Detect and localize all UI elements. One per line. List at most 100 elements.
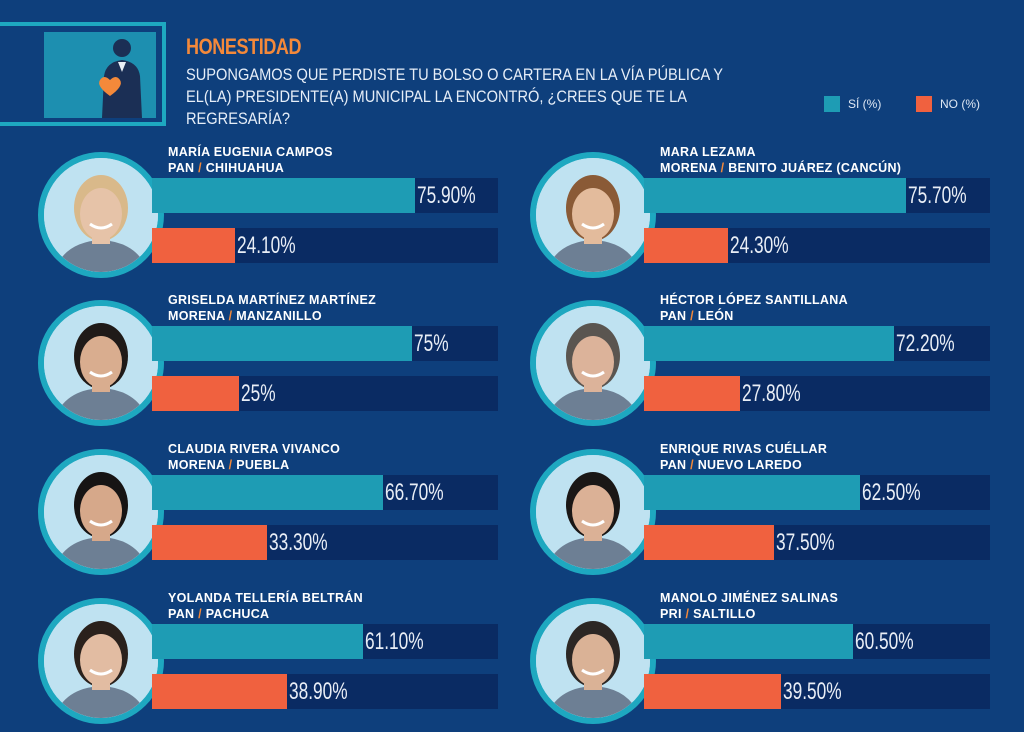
no-bar-track: 24.30%	[644, 228, 990, 263]
candidate-party-city: PAN / NUEVO LAREDO	[660, 457, 802, 473]
si-bar-track: 66.70%	[152, 475, 498, 510]
no-bar	[152, 674, 287, 709]
no-bar	[152, 228, 235, 263]
no-value-label: 24.30%	[730, 232, 789, 259]
si-bar-track: 60.50%	[644, 624, 990, 659]
candidate-panel: MARA LEZAMA MORENA / BENITO JUÁREZ (CANCÚ…	[530, 144, 990, 284]
candidate-panel: MARÍA EUGENIA CAMPOS PAN / CHIHUAHUA 75.90…	[38, 144, 498, 284]
si-value-label: 75.70%	[908, 182, 967, 209]
no-bar-track: 25%	[152, 376, 498, 411]
legend-no: NO (%)	[916, 96, 980, 112]
si-bar	[644, 178, 906, 213]
no-bar	[644, 525, 774, 560]
candidate-photo	[38, 300, 164, 426]
candidate-party-city: PRI / SALTILLO	[660, 606, 756, 622]
si-bar-track: 72.20%	[644, 326, 990, 361]
candidate-photo	[530, 152, 656, 278]
separator-slash: /	[194, 607, 206, 621]
candidate-panel: GRISELDA MARTÍNEZ MARTÍNEZ MORENA / MANZA…	[38, 292, 498, 432]
separator-slash: /	[224, 458, 237, 472]
candidate-party-city: MORENA / MANZANILLO	[168, 308, 322, 324]
candidate-party: PRI	[660, 607, 682, 621]
candidate-photo	[530, 598, 656, 724]
candidate-party: MORENA	[168, 309, 225, 323]
si-value-label: 61.10%	[365, 628, 424, 655]
candidate-photo	[38, 152, 164, 278]
candidate-name: MARA LEZAMA	[660, 145, 756, 159]
separator-slash: /	[686, 309, 698, 323]
legend-no-swatch	[916, 96, 932, 112]
si-bar	[152, 475, 383, 510]
si-bar	[152, 178, 415, 213]
si-value-label: 72.20%	[896, 330, 955, 357]
no-bar-track: 24.10%	[152, 228, 498, 263]
si-value-label: 75%	[414, 330, 449, 357]
si-bar	[152, 326, 412, 361]
candidate-party: PAN	[168, 607, 195, 621]
candidate-city: PACHUCA	[205, 607, 270, 621]
candidate-name: CLAUDIA RIVERA VIVANCO	[168, 442, 341, 456]
politician-heart-icon	[44, 32, 156, 118]
candidate-photo	[530, 300, 656, 426]
no-bar-track: 27.80%	[644, 376, 990, 411]
no-bar	[152, 525, 267, 560]
no-value-label: 39.50%	[783, 678, 842, 705]
candidate-city: CHIHUAHUA	[205, 161, 285, 175]
candidate-city: BENITO JUÁREZ (CANCÚN)	[728, 161, 902, 175]
si-bar	[152, 624, 363, 659]
legend-si-label: SÍ (%)	[848, 97, 882, 111]
no-bar-track: 39.50%	[644, 674, 990, 709]
candidate-party-city: PAN / PACHUCA	[168, 606, 269, 622]
candidate-photo	[38, 449, 164, 575]
legend-si: SÍ (%)	[824, 96, 881, 112]
si-bar-track: 75%	[152, 326, 498, 361]
legend-no-label: NO (%)	[940, 97, 980, 111]
candidate-panel: YOLANDA TELLERÍA BELTRÁN PAN / PACHUCA 61.…	[38, 590, 498, 730]
candidate-name: MARÍA EUGENIA CAMPOS	[168, 145, 333, 159]
no-bar	[644, 228, 728, 263]
candidate-party: MORENA	[660, 161, 717, 175]
separator-slash: /	[681, 607, 694, 621]
candidate-party-city: MORENA / BENITO JUÁREZ (CANCÚN)	[660, 160, 901, 176]
no-value-label: 25%	[241, 380, 276, 407]
survey-question: SUPONGAMOS QUE PERDISTE TU BOLSO O CARTE…	[186, 65, 723, 128]
separator-slash: /	[686, 458, 698, 472]
no-value-label: 38.90%	[289, 678, 348, 705]
candidate-name: MANOLO JIMÉNEZ SALINAS	[660, 591, 839, 605]
candidate-party-city: PAN / CHIHUAHUA	[168, 160, 284, 176]
candidate-city: SALTILLO	[693, 607, 756, 621]
si-bar	[644, 624, 853, 659]
candidate-city: LEÓN	[697, 309, 734, 323]
candidate-city: NUEVO LAREDO	[697, 458, 803, 472]
si-value-label: 62.50%	[862, 479, 921, 506]
candidate-party-city: MORENA / PUEBLA	[168, 457, 289, 473]
header-icon-frame	[0, 22, 166, 126]
si-bar-track: 61.10%	[152, 624, 498, 659]
si-value-label: 66.70%	[385, 479, 444, 506]
candidate-party: PAN	[660, 309, 687, 323]
candidate-name: HÉCTOR LÓPEZ SANTILLANA	[660, 293, 848, 307]
candidate-panel: HÉCTOR LÓPEZ SANTILLANA PAN / LEÓN 72.20% 2…	[530, 292, 990, 432]
candidate-party: PAN	[660, 458, 687, 472]
candidate-photo	[38, 598, 164, 724]
no-bar	[644, 674, 781, 709]
candidate-name: GRISELDA MARTÍNEZ MARTÍNEZ	[168, 293, 377, 307]
si-bar-track: 62.50%	[644, 475, 990, 510]
no-bar-track: 33.30%	[152, 525, 498, 560]
candidate-panel: ENRIQUE RIVAS CUÉLLAR PAN / NUEVO LAREDO 6…	[530, 441, 990, 581]
candidate-party-city: PAN / LEÓN	[660, 308, 734, 324]
no-bar-track: 37.50%	[644, 525, 990, 560]
candidate-party: PAN	[168, 161, 195, 175]
separator-slash: /	[716, 161, 729, 175]
separator-slash: /	[194, 161, 206, 175]
no-value-label: 37.50%	[776, 529, 835, 556]
si-value-label: 60.50%	[855, 628, 914, 655]
candidate-photo	[530, 449, 656, 575]
no-bar	[152, 376, 239, 411]
candidate-panel: MANOLO JIMÉNEZ SALINAS PRI / SALTILLO 60.5…	[530, 590, 990, 730]
candidate-name: ENRIQUE RIVAS CUÉLLAR	[660, 442, 828, 456]
candidate-city: MANZANILLO	[236, 309, 322, 323]
no-value-label: 27.80%	[742, 380, 801, 407]
no-value-label: 24.10%	[237, 232, 296, 259]
si-value-label: 75.90%	[417, 182, 476, 209]
